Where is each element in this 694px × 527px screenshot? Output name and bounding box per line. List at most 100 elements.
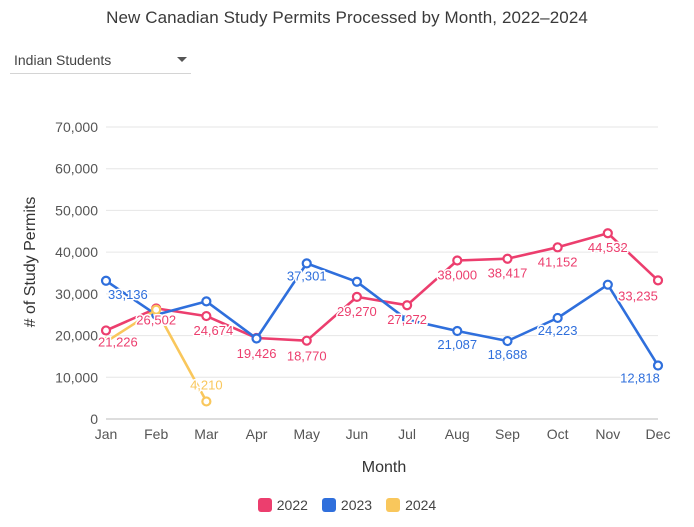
data-label-2022: 33,235: [618, 288, 658, 303]
data-label-halo: 38,417: [488, 266, 528, 281]
data-label-halo: 33,136: [108, 287, 148, 302]
data-label-2022: 41,152: [538, 254, 578, 269]
data-point-2023[interactable]: [201, 296, 212, 307]
data-point-2023[interactable]: [502, 335, 513, 347]
data-label-2022: 38,417: [488, 266, 528, 281]
student-group-dropdown[interactable]: Indian Students: [10, 47, 191, 74]
legend-swatch: [386, 498, 401, 512]
y-tick-label: 50,000: [55, 202, 98, 218]
data-label-halo: 37,301: [287, 268, 327, 283]
data-label-2022: 24,674: [193, 323, 233, 338]
x-tick-label: Jun: [346, 426, 369, 442]
data-label-2022: 19,426: [237, 346, 277, 361]
y-tick-label: 60,000: [55, 161, 98, 177]
x-tick-label: Aug: [445, 426, 470, 442]
y-tick-label: 20,000: [55, 328, 98, 344]
data-point-2023[interactable]: [301, 258, 312, 269]
y-tick-label: 70,000: [55, 119, 98, 135]
data-point-2023[interactable]: [401, 314, 413, 325]
data-point-2024[interactable]: [201, 396, 212, 407]
series-lines: [100, 228, 664, 407]
data-point-2023[interactable]: [452, 325, 463, 337]
dropdown-selected-value: Indian Students: [14, 52, 112, 68]
data-point-2024[interactable]: [100, 336, 112, 347]
x-tick-label: Mar: [194, 426, 218, 442]
y-tick-label: 0: [90, 411, 98, 427]
legend-item-2023[interactable]: 2023: [321, 497, 373, 513]
data-label-2023: 21,087: [437, 337, 477, 352]
x-tick-label: Jul: [398, 426, 416, 442]
data-point-2022[interactable]: [100, 325, 112, 336]
x-tick-label: Jan: [95, 426, 118, 442]
legend-label: 2023: [340, 497, 373, 513]
data-point-2023[interactable]: [351, 276, 363, 287]
data-label-2022: 18,770: [287, 349, 327, 364]
data-point-2022[interactable]: [201, 310, 212, 322]
series-line-2023: [104, 262, 660, 367]
data-point-2023[interactable]: [100, 275, 112, 286]
data-point-2022[interactable]: [602, 228, 613, 239]
data-point-2022[interactable]: [652, 275, 664, 286]
data-label-halo: 33,235: [618, 288, 658, 303]
x-tick-label: Feb: [144, 426, 168, 442]
data-label-2023: 33,136: [108, 287, 148, 302]
data-label-halo: 44,532: [588, 240, 628, 255]
data-label-2022: 26,502: [136, 312, 176, 327]
data-label-2023: 18,688: [488, 347, 528, 362]
data-point-2023[interactable]: [652, 360, 664, 371]
x-tick-label: Nov: [595, 426, 620, 442]
data-point-2022[interactable]: [452, 255, 463, 266]
data-label-halo: 41,152: [538, 254, 578, 269]
legend-item-2024[interactable]: 2024: [386, 497, 436, 513]
data-point-2022[interactable]: [401, 300, 413, 311]
y-axis-title: # of Study Permits: [22, 197, 39, 328]
chart-legend: 2022 2023 2024: [0, 497, 694, 513]
data-label-halo: 12,818: [620, 371, 660, 386]
data-label-halo: 21,226: [98, 334, 138, 349]
x-tick-label: May: [294, 426, 320, 442]
x-tick-label: Apr: [246, 426, 268, 442]
data-point-2023[interactable]: [251, 333, 262, 344]
x-tick-label: Oct: [547, 426, 569, 442]
y-tick-label: 10,000: [55, 369, 98, 385]
legend-swatch: [321, 498, 336, 512]
legend-item-2022[interactable]: 2022: [257, 497, 308, 513]
axes: 0 10,000 20,000 30,000 40,000 50,000 60,000 70,…: [55, 119, 670, 442]
chevron-down-icon: [177, 57, 187, 62]
data-label-halo: 29,270: [337, 304, 377, 319]
data-label-2022: 29,270: [337, 304, 377, 319]
data-point-2023[interactable]: [552, 312, 563, 324]
data-point-2022[interactable]: [552, 242, 563, 253]
data-label-halo: 27,272: [387, 312, 427, 327]
legend-label: 2024: [405, 497, 437, 513]
data-label-2023: 12,818: [620, 371, 660, 386]
y-tick-label: 30,000: [55, 286, 98, 302]
data-label-halo: 24,674: [193, 323, 233, 338]
y-tick-label: 40,000: [55, 244, 98, 260]
data-label-2022: 38,000: [437, 267, 477, 282]
data-label-halo: 21,087: [437, 337, 477, 352]
data-label-halo: 18,688: [488, 347, 528, 362]
data-point-2022[interactable]: [301, 335, 312, 346]
data-label-halo: 24,223: [538, 323, 578, 338]
data-label-halo: 19,426: [237, 346, 277, 361]
data-label-2022: 44,532: [588, 240, 628, 255]
data-label-2023: 37,301: [287, 268, 327, 283]
x-tick-label: Sep: [495, 426, 520, 442]
data-labels: 21,22621,22626,50226,50224,67424,67419,4…: [97, 239, 662, 394]
x-axis-title: Month: [362, 459, 406, 476]
data-point-2023[interactable]: [602, 279, 613, 290]
data-label-2022: 21,226: [98, 334, 138, 349]
data-point-2022[interactable]: [502, 253, 513, 264]
legend-label: 2022: [276, 497, 308, 513]
data-label-halo: 4,210: [190, 377, 223, 392]
data-point-2024[interactable]: [151, 304, 162, 315]
data-label-halo: 26,502: [136, 312, 176, 327]
chart-title: New Canadian Study Permits Processed by …: [106, 8, 588, 27]
data-label-2024: 4,210: [190, 377, 223, 392]
data-label-halo: 38,000: [437, 267, 477, 282]
x-tick-label: Dec: [646, 426, 671, 442]
data-label-2022: 27,272: [387, 312, 427, 327]
data-point-2022[interactable]: [351, 291, 363, 303]
